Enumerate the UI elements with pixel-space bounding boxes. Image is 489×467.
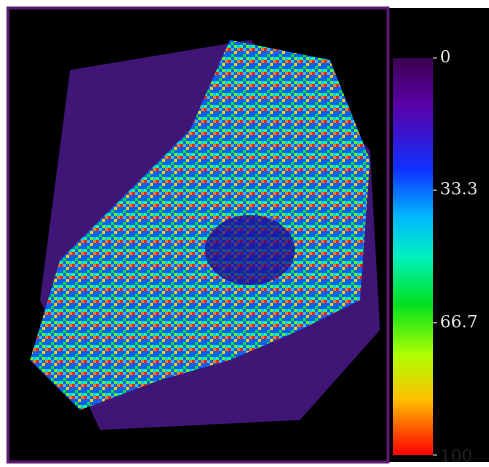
colorbar xyxy=(393,58,433,455)
colorbar-tick-label: 100 xyxy=(440,447,472,467)
nucleus xyxy=(205,215,295,285)
colorbar-tick-label: 66.7 xyxy=(440,312,478,332)
colorbar-axis: 0 33.3 66.7 100 xyxy=(433,48,478,467)
image-border xyxy=(6,6,390,464)
cell xyxy=(30,40,370,410)
colorbar-tick-label: 0 xyxy=(440,48,451,68)
colorbar-tick-label: 33.3 xyxy=(440,180,478,200)
